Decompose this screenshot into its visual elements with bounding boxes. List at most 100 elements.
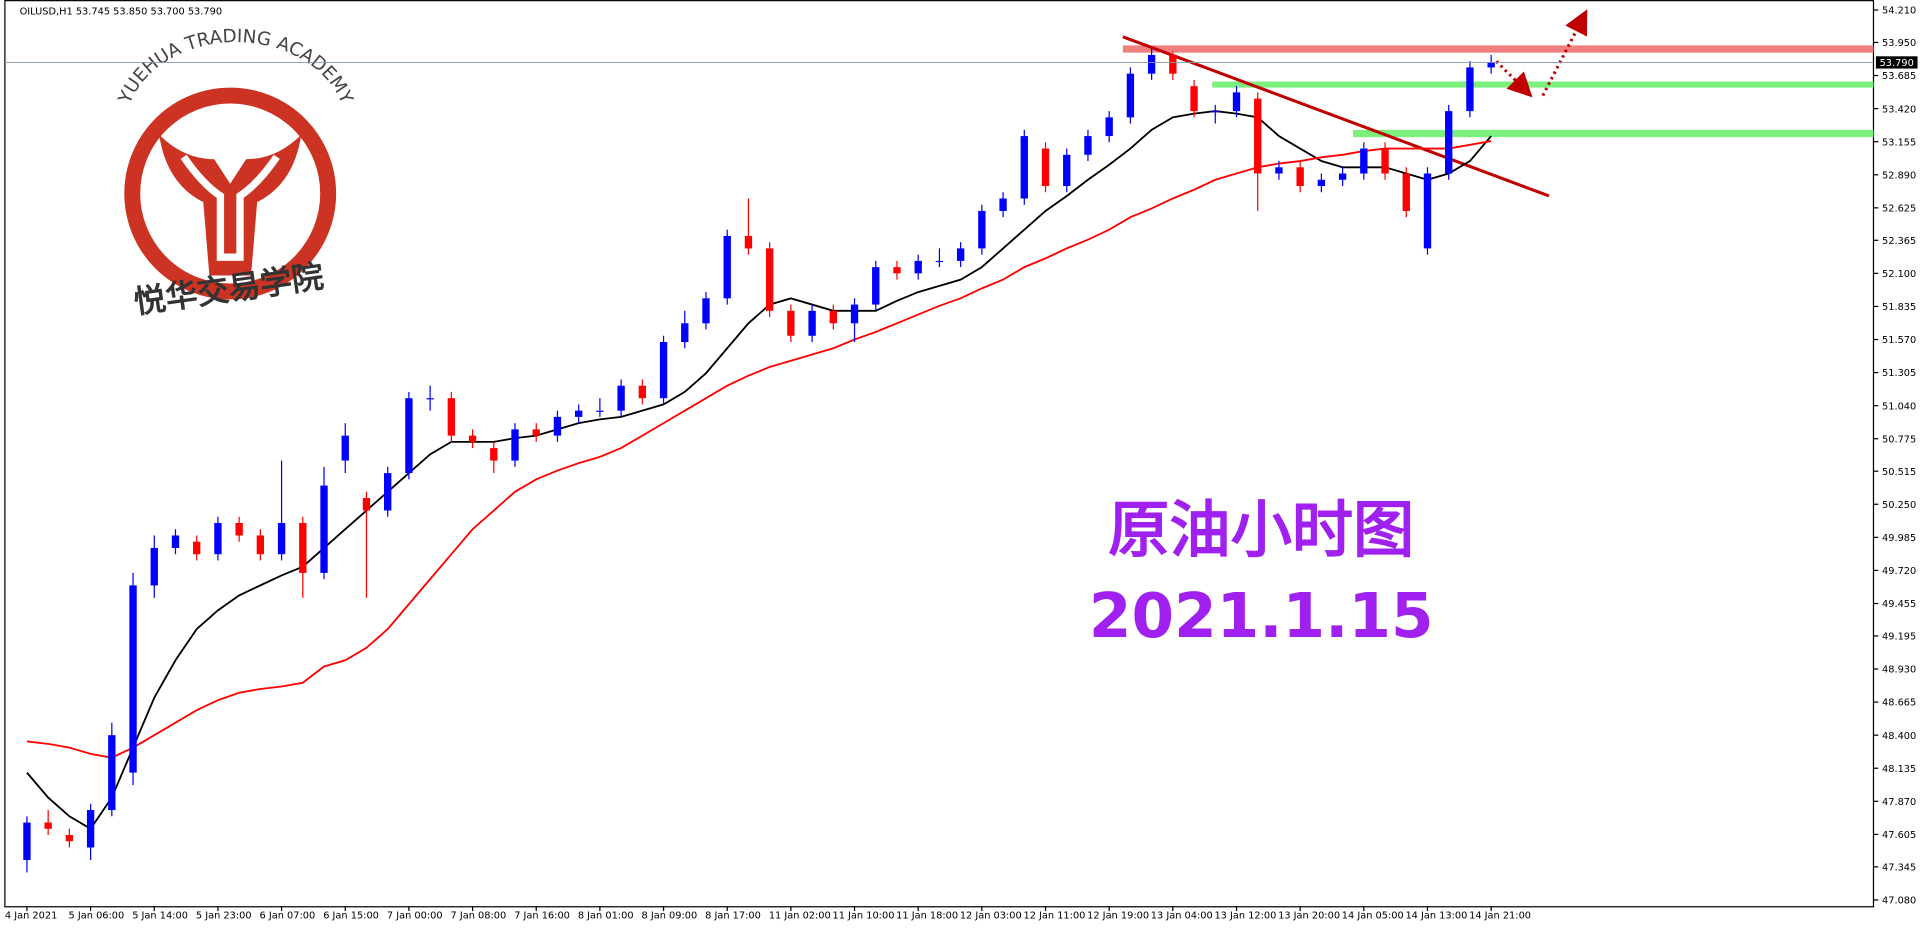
y-tick-label: 49.195 xyxy=(1882,632,1916,643)
candle-body xyxy=(171,535,180,548)
candle-body xyxy=(702,298,710,324)
candle-body xyxy=(1381,148,1389,174)
y-tick-label: 48.135 xyxy=(1882,764,1916,775)
candle-body xyxy=(893,267,901,274)
candle-body xyxy=(1487,62,1495,68)
candle-body xyxy=(108,735,116,811)
candle-body xyxy=(277,522,286,555)
candle-body xyxy=(1445,111,1453,174)
candle-body xyxy=(850,304,859,324)
candle-body xyxy=(1232,92,1241,112)
candle-body xyxy=(1338,173,1347,180)
candle-body xyxy=(299,522,307,573)
candle-body xyxy=(978,210,986,249)
x-tick-label: 11 Jan 02:00 xyxy=(769,910,831,921)
x-tick-label: 6 Jan 15:00 xyxy=(323,910,379,921)
x-tick-label: 11 Jan 10:00 xyxy=(832,910,894,921)
candle-body xyxy=(914,260,922,274)
y-tick-label: 51.040 xyxy=(1882,401,1916,412)
y-tick-label: 49.720 xyxy=(1882,566,1916,577)
y-tick-label: 48.930 xyxy=(1882,665,1916,676)
y-tick-label: 50.775 xyxy=(1882,434,1916,445)
y-tick-label: 49.455 xyxy=(1882,599,1916,610)
candle-body xyxy=(1466,67,1474,112)
x-tick-label: 14 Jan 05:00 xyxy=(1342,910,1404,921)
arrow xyxy=(1541,9,1588,97)
candle-body xyxy=(65,835,74,842)
candle-body xyxy=(362,498,371,511)
candle-body xyxy=(935,260,944,263)
candle-body xyxy=(447,398,456,436)
candle-body xyxy=(23,822,31,860)
candle-body xyxy=(384,473,392,511)
candle-body xyxy=(193,541,201,555)
y-tick-label: 50.250 xyxy=(1882,500,1916,511)
moving-average xyxy=(26,140,1492,759)
candle-body xyxy=(829,310,837,324)
candle-body xyxy=(86,810,95,848)
candle-body xyxy=(1084,136,1092,155)
candle-body xyxy=(1317,179,1326,186)
y-tick-label: 52.365 xyxy=(1882,236,1916,247)
annotation: 2021.1.15 xyxy=(1089,581,1434,652)
x-tick-label: 7 Jan 16:00 xyxy=(514,910,570,921)
candle-body xyxy=(999,198,1007,211)
last-price-box xyxy=(1875,56,1918,69)
candle-body xyxy=(426,398,434,400)
candle-body xyxy=(808,310,816,336)
candle-body xyxy=(596,410,604,412)
y-tick-label: 53.685 xyxy=(1882,71,1916,82)
y-tick-label: 49.985 xyxy=(1882,533,1916,544)
logo xyxy=(124,87,337,300)
last-price-label: 53.790 xyxy=(1880,58,1914,69)
candle-body xyxy=(511,429,519,461)
candle-body xyxy=(1190,86,1198,112)
candle-body xyxy=(617,385,625,411)
candle-body xyxy=(1423,173,1432,249)
y-tick-label: 54.210 xyxy=(1882,6,1916,17)
y-tick-label: 51.305 xyxy=(1882,368,1916,379)
x-tick-label: 14 Jan 13:00 xyxy=(1405,910,1467,921)
x-tick-label: 12 Jan 11:00 xyxy=(1023,910,1085,921)
y-tick-label: 50.515 xyxy=(1882,467,1916,478)
candle-body xyxy=(872,267,880,305)
y-tick-label: 47.870 xyxy=(1882,797,1916,808)
candle-body xyxy=(1126,73,1135,118)
y-tick-label: 53.950 xyxy=(1882,38,1916,49)
x-tick-label: 13 Jan 20:00 xyxy=(1278,910,1340,921)
arrow xyxy=(1495,60,1533,98)
candle-body xyxy=(1020,136,1028,199)
x-tick-label: 12 Jan 19:00 xyxy=(1087,910,1149,921)
candle-body xyxy=(723,235,731,299)
candle-body xyxy=(1296,167,1304,186)
candle-body xyxy=(1211,111,1219,113)
candle-body xyxy=(468,435,477,442)
y-tick-label: 47.605 xyxy=(1882,830,1916,841)
y-tick-label: 47.345 xyxy=(1882,863,1916,874)
x-tick-label: 12 Jan 03:00 xyxy=(960,910,1022,921)
candle-body xyxy=(659,342,668,399)
x-tick-label: 7 Jan 08:00 xyxy=(451,910,507,921)
x-tick-label: 11 Jan 18:00 xyxy=(896,910,958,921)
candle-body xyxy=(956,248,965,261)
y-tick-label: 47.080 xyxy=(1882,896,1916,907)
candle-body xyxy=(1402,173,1410,211)
candle-body xyxy=(765,248,774,311)
candle-body xyxy=(532,429,540,436)
candle-body xyxy=(490,448,498,461)
candle-body xyxy=(1147,54,1156,74)
moving-average xyxy=(26,110,1492,830)
y-tick-label: 53.420 xyxy=(1882,104,1916,115)
candle-body xyxy=(1063,154,1071,186)
candle-body xyxy=(1105,117,1113,137)
candle-body xyxy=(553,416,562,436)
candle-body xyxy=(341,435,349,461)
candle-body xyxy=(405,398,413,474)
x-tick-label: 8 Jan 09:00 xyxy=(642,910,698,921)
x-tick-label: 8 Jan 01:00 xyxy=(578,910,634,921)
x-tick-label: 5 Jan 23:00 xyxy=(196,910,252,921)
candle-body xyxy=(1169,54,1177,74)
y-tick-label: 48.665 xyxy=(1882,698,1916,709)
